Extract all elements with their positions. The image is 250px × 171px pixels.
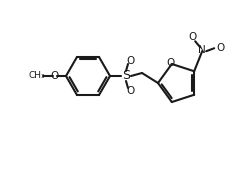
Text: N: N [198, 45, 205, 55]
Text: O: O [215, 43, 224, 53]
Text: S: S [122, 69, 130, 82]
Text: O: O [166, 58, 174, 68]
Text: O: O [187, 32, 196, 42]
Text: CH₃: CH₃ [28, 71, 45, 81]
Text: O: O [126, 56, 134, 66]
Text: O: O [126, 86, 134, 96]
Text: O: O [51, 71, 59, 81]
